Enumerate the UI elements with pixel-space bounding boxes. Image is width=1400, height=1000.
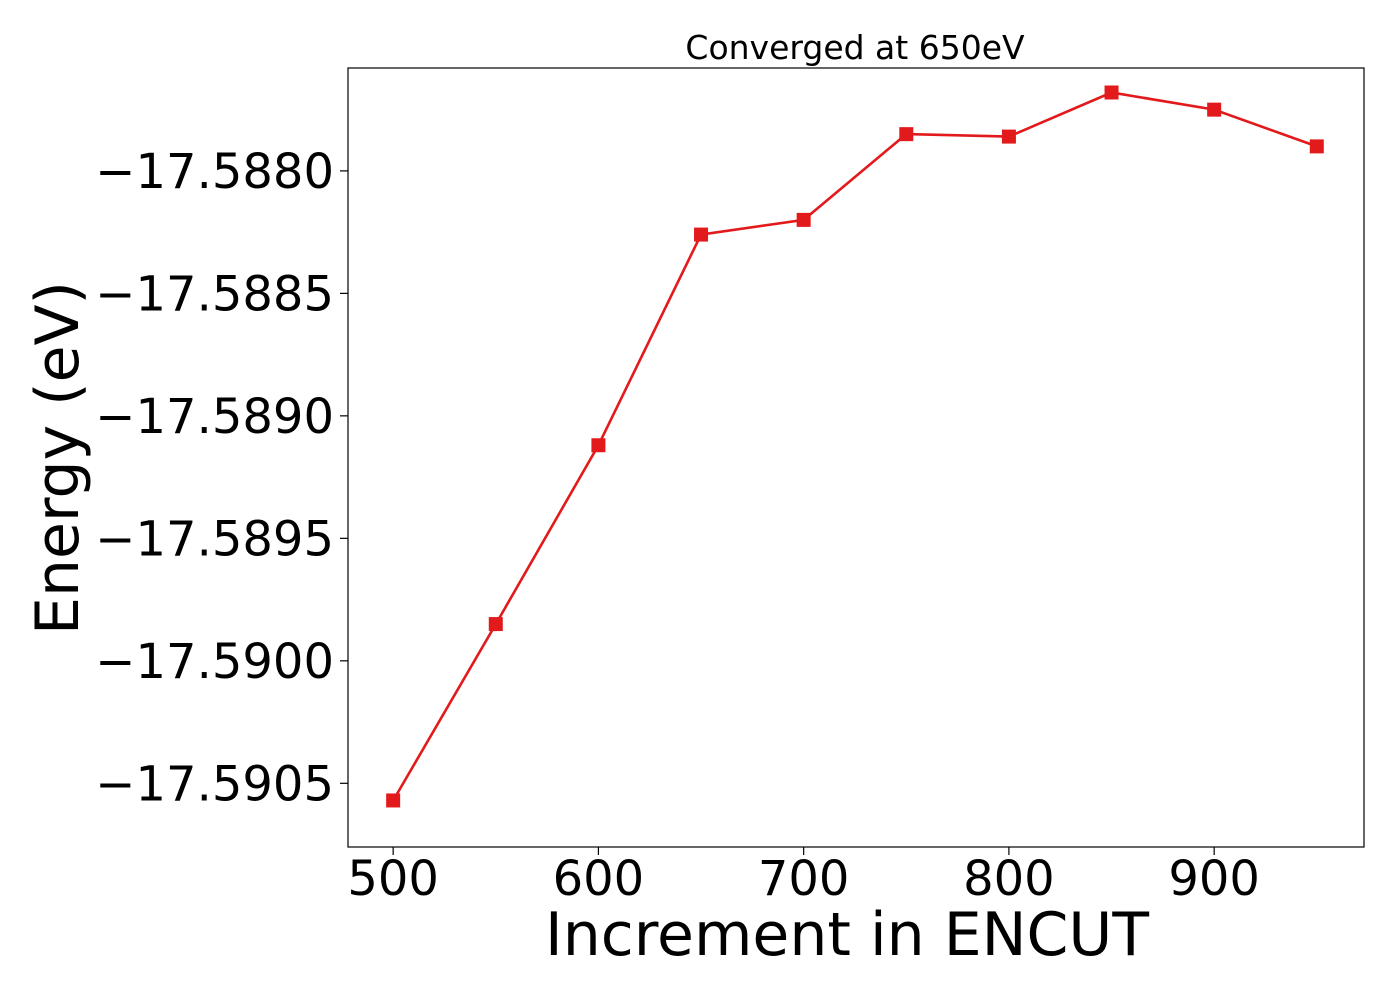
y-tick-label: −17.5895 <box>95 511 334 567</box>
y-tick-label: −17.5900 <box>95 634 334 690</box>
data-point-marker <box>694 227 709 242</box>
data-point-marker <box>488 617 503 632</box>
data-point-marker <box>386 793 401 808</box>
y-axis: −17.5880 −17.5885 −17.5890 −17.5895 −17.5900… <box>95 144 348 812</box>
x-tick-label: 800 <box>963 851 1055 907</box>
series-layer <box>386 85 1324 808</box>
chart-title: Converged at 650eV <box>685 28 1025 67</box>
data-point-marker <box>1001 129 1016 144</box>
x-axis: 500 600 700 800 900 <box>347 847 1260 907</box>
data-point-marker <box>1104 85 1119 100</box>
data-point-marker <box>796 212 811 227</box>
y-axis-label: Energy (eV) <box>23 281 93 635</box>
y-tick-label: −17.5905 <box>95 756 334 812</box>
data-point-marker <box>591 438 606 453</box>
plot-area-frame <box>347 67 1365 848</box>
x-axis-label: Increment in ENCUT <box>545 900 1149 970</box>
x-tick-label: 600 <box>553 851 645 907</box>
x-tick-label: 900 <box>1168 851 1260 907</box>
y-tick-label: −17.5890 <box>95 389 334 445</box>
x-tick-label: 700 <box>758 851 850 907</box>
y-tick-label: −17.5885 <box>95 266 334 322</box>
x-tick-label: 500 <box>347 851 439 907</box>
series-line <box>392 91 1318 802</box>
data-point-marker <box>899 127 914 142</box>
data-point-marker <box>1309 139 1324 154</box>
y-tick-label: −17.5880 <box>95 144 334 200</box>
data-point-marker <box>1207 102 1222 117</box>
